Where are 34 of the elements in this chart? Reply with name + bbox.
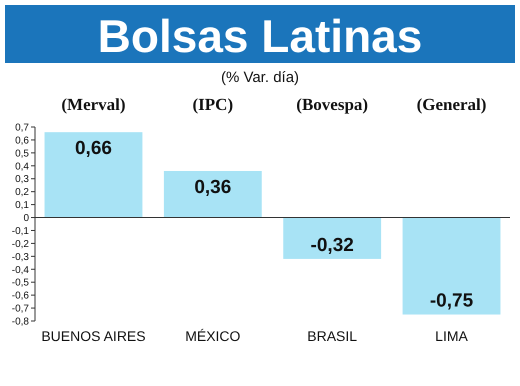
data-label: 0,36 [194, 176, 232, 198]
y-tick-label: -0,6 [12, 290, 30, 302]
chart-title: Bolsas Latinas [98, 10, 422, 62]
y-tick-label: 0 [23, 213, 30, 224]
data-label: 0,66 [74, 138, 112, 160]
y-tick-label: 0,5 [15, 148, 30, 160]
text: (Merval) [61, 95, 126, 114]
bar [402, 218, 500, 315]
y-tick-label: -0,1 [12, 226, 30, 237]
y-tick-label: -0,7 [12, 304, 30, 315]
data-label: -0,75 [430, 290, 474, 312]
y-tick-label: 0,1 [15, 200, 30, 212]
y-tick-label: -0,8 [12, 316, 30, 328]
y-tick-label: -0,5 [12, 278, 30, 289]
chart-subtitle: (% Var. día) [220, 69, 300, 86]
bar [164, 170, 262, 218]
y-tick-label: 0,7 [15, 122, 30, 134]
text: (IPC) [192, 95, 234, 114]
x-tick-label: LIMA [435, 328, 469, 344]
data-label: -0,32 [310, 234, 354, 256]
bar [283, 218, 382, 259]
y-tick-label: -0,4 [12, 264, 30, 276]
x-tick-label: MÉXICO [185, 328, 241, 344]
y-tick-label: -0,2 [12, 238, 30, 250]
y-tick-label: -0,3 [12, 252, 30, 263]
text: (General) [416, 95, 486, 114]
y-tick-label: 0,6 [15, 135, 30, 146]
y-tick-label: 0,2 [15, 187, 30, 198]
x-tick-label: BRASIL [307, 328, 358, 344]
y-tick-label: 0,4 [15, 161, 30, 172]
x-tick-label: BUENOS AIRES [41, 328, 146, 344]
text: (Bovespa) [296, 95, 368, 114]
bar [44, 132, 142, 218]
y-tick-label: 0,3 [15, 174, 30, 186]
